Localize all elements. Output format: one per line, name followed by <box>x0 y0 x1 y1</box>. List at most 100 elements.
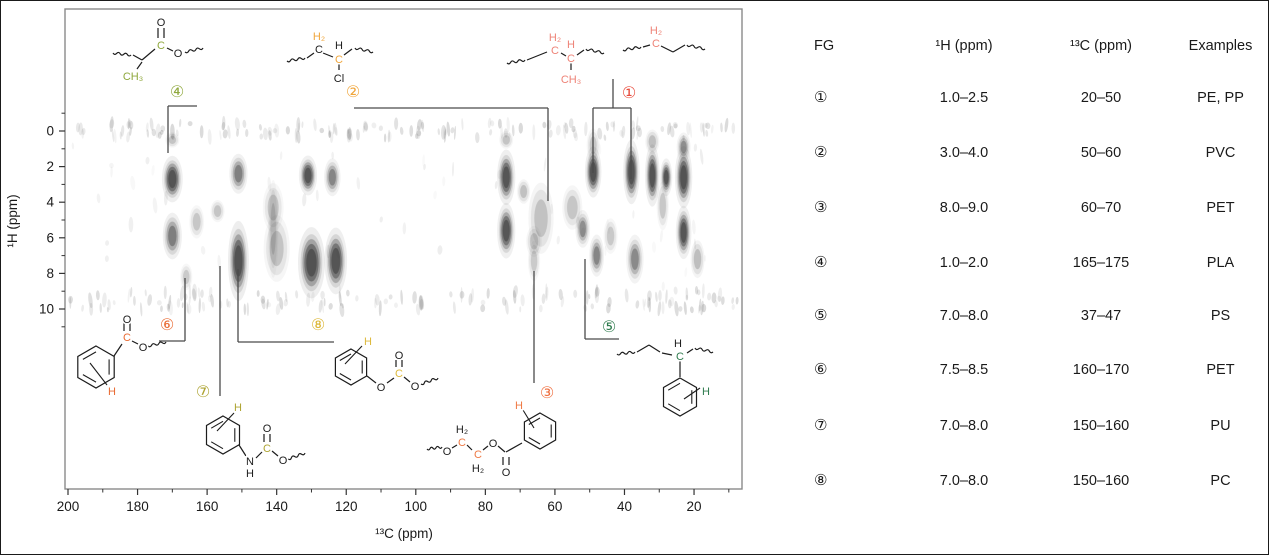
noise-speck <box>717 295 722 302</box>
noise-speck <box>295 290 299 299</box>
peak-contour-level <box>304 167 312 184</box>
table-cell-ex: PLA <box>1206 255 1235 271</box>
noise-speck <box>684 267 688 278</box>
table-cell-ex: PE, PP <box>1197 90 1244 106</box>
ring-double-bond <box>210 441 224 450</box>
noise-speck <box>156 300 162 306</box>
noise-speck <box>659 229 663 243</box>
noise-speck <box>701 283 705 299</box>
atom-label: H <box>702 386 710 398</box>
noise-speck <box>200 289 204 298</box>
ring-double-bond <box>667 382 681 391</box>
noise-speck <box>119 131 122 140</box>
noise-speck <box>71 142 75 150</box>
bond-squiggle <box>585 48 605 55</box>
noise-speck <box>437 245 443 255</box>
annotation-1: ① <box>592 79 636 179</box>
fg-number-1: ① <box>622 85 636 102</box>
noise-speck <box>412 291 417 304</box>
noise-speck <box>155 123 161 138</box>
noise-speck <box>275 303 281 316</box>
noise-speck <box>692 219 696 235</box>
table-cell-ex: PET <box>1206 362 1235 378</box>
noise-speck <box>383 298 389 305</box>
noise-speck <box>374 294 380 306</box>
noise-speck <box>320 290 325 300</box>
peak-contour-level <box>649 162 656 189</box>
noise-speck <box>133 295 136 306</box>
peak-contour-level <box>270 202 277 256</box>
peak-contour-level <box>591 242 602 269</box>
peak-contour-level <box>564 189 581 226</box>
noise-speck <box>166 303 170 312</box>
noise-speck <box>347 127 352 141</box>
x-tick-label: 40 <box>617 499 632 514</box>
noise-speck <box>328 303 333 310</box>
noise-speck <box>624 288 629 303</box>
noise-speck <box>363 122 368 131</box>
annotation-6: ⑥ <box>159 278 186 342</box>
atom-label: O <box>174 48 183 60</box>
peak-contour-level <box>629 243 641 275</box>
noise-speck <box>568 118 574 128</box>
contour-noise <box>68 115 739 318</box>
noise-speck <box>89 302 94 316</box>
noise-speck <box>152 197 158 214</box>
noise-speck <box>347 128 353 141</box>
noise-speck <box>705 122 711 130</box>
bond-squiggle <box>616 350 636 356</box>
table-cell-h: 7.0–8.0 <box>939 418 989 434</box>
table-cell-fg: ④ <box>814 254 828 271</box>
peak-halo <box>526 225 542 257</box>
noise-speck <box>612 120 616 132</box>
noise-speck <box>188 296 191 305</box>
ring-double-bond <box>339 373 352 381</box>
peak-contour-level <box>230 157 247 191</box>
noise-speck <box>187 121 193 127</box>
fg-number-7: ⑦ <box>196 384 210 401</box>
noise-speck <box>179 285 185 302</box>
noise-speck <box>394 302 398 308</box>
noise-speck <box>383 133 387 143</box>
peak-blob <box>262 183 284 233</box>
peak-contour-level <box>211 202 224 221</box>
peak-contour-level <box>502 166 511 189</box>
noise-speck <box>571 125 576 133</box>
noise-speck <box>450 127 455 134</box>
noise-speck <box>321 298 324 314</box>
peak-halo <box>528 182 554 254</box>
noise-speck <box>130 175 136 190</box>
peak-contour-level <box>269 230 284 267</box>
noise-speck <box>655 291 658 303</box>
noise-speck <box>348 126 352 140</box>
noise-speck <box>584 121 588 137</box>
x-tick-label: 140 <box>265 499 288 514</box>
peak-contour-level <box>190 208 203 236</box>
atom-label: O <box>502 467 511 479</box>
noise-speck <box>648 297 652 313</box>
atom-label: H₂ <box>313 31 325 43</box>
noise-speck <box>442 176 446 187</box>
noise-speck <box>707 292 712 301</box>
noise-speck <box>703 254 706 262</box>
noise-speck <box>95 290 100 301</box>
noise-speck <box>402 222 407 235</box>
noise-speck <box>644 298 647 307</box>
noise-speck <box>701 303 707 313</box>
noise-speck <box>348 133 353 142</box>
structure-pe: H₂C <box>622 24 706 53</box>
noise-speck <box>545 286 549 301</box>
noise-speck <box>236 128 239 137</box>
bond-line <box>660 45 674 53</box>
noise-speck <box>261 298 266 310</box>
noise-speck <box>311 291 315 302</box>
fg-number-3: ③ <box>540 385 554 402</box>
noise-speck <box>267 126 273 136</box>
x-tick-label: 180 <box>126 499 149 514</box>
noise-speck <box>144 289 147 297</box>
peak-blob <box>189 205 205 239</box>
noise-speck <box>453 125 457 140</box>
peak-contour-level <box>648 134 657 149</box>
noise-speck <box>595 286 600 297</box>
